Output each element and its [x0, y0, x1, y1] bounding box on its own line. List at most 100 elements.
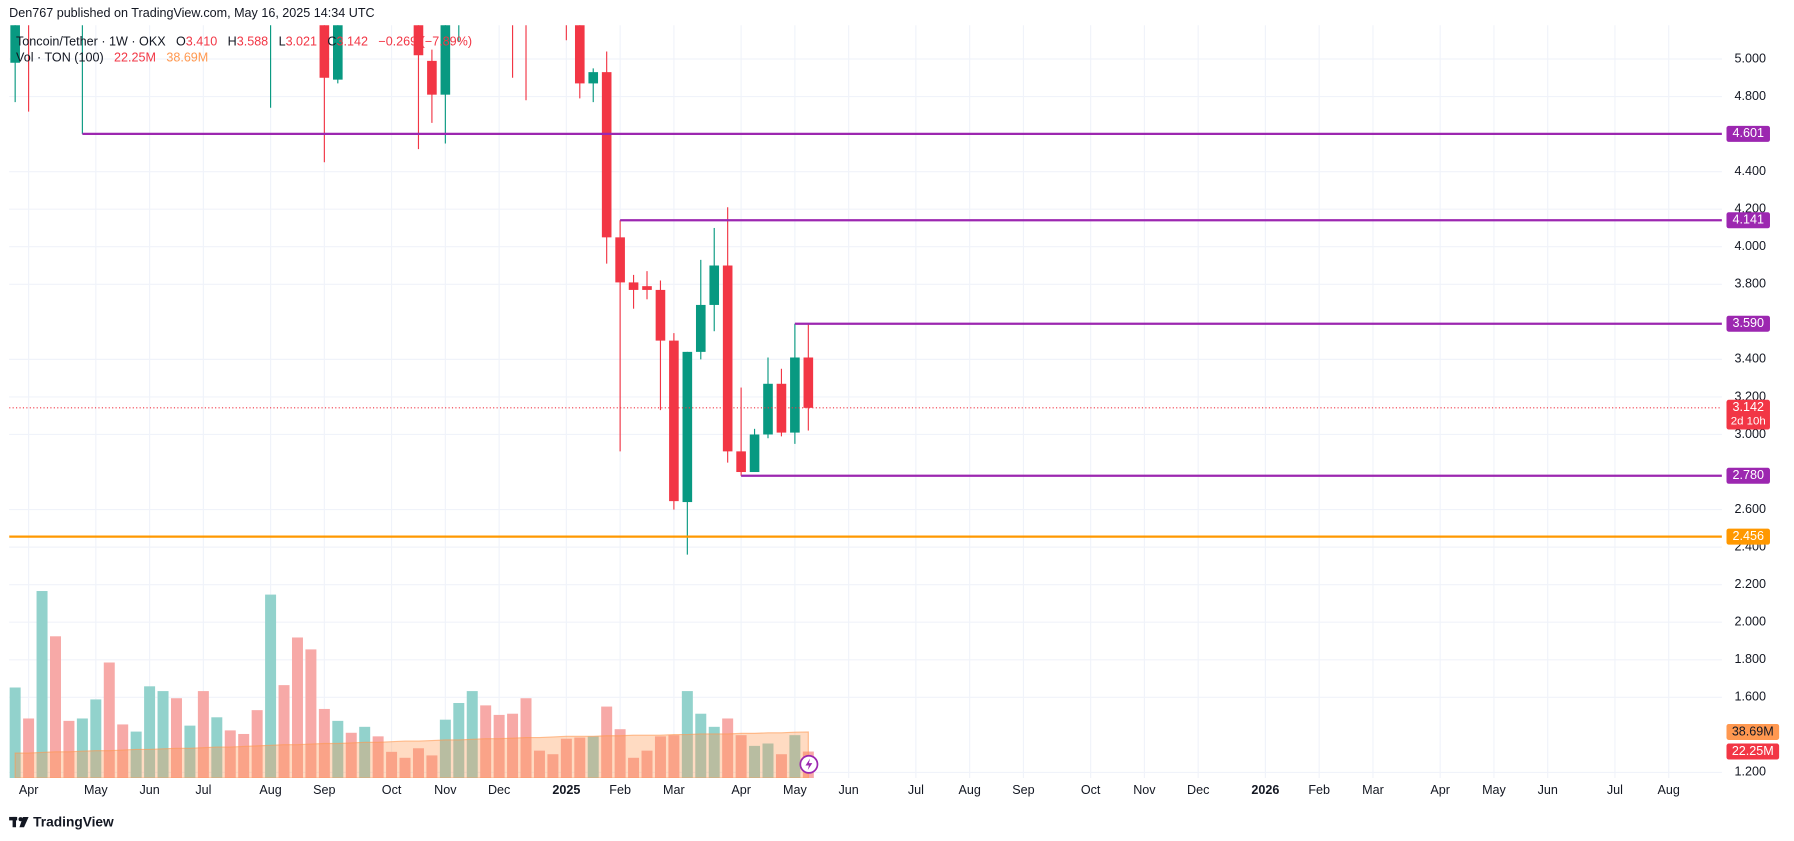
y-tick-label: 5.000 [1735, 51, 1766, 65]
volume-bar [722, 718, 734, 779]
current-price-bg [1726, 399, 1770, 430]
volume-bar [641, 750, 653, 779]
volume-bar [574, 737, 586, 779]
y-tick-label: 1.200 [1735, 765, 1766, 779]
volume-bar [197, 691, 209, 779]
y-tick-label: 2.600 [1735, 502, 1766, 516]
volume-bar [386, 751, 398, 779]
x-tick-label: Aug [958, 783, 980, 797]
volume-bar [654, 736, 666, 779]
x-tick-label: Sep [313, 783, 335, 797]
volume-bar [775, 754, 787, 779]
volume-label-bg [1726, 743, 1780, 760]
x-tick-label: Sep [1012, 783, 1034, 797]
x-tick-label: Jun [839, 783, 859, 797]
volume-bar [238, 733, 250, 779]
volume-bar [762, 743, 774, 779]
volume-bar [211, 717, 223, 779]
y-tick-label: 3.800 [1735, 277, 1766, 291]
x-tick-label: Dec [488, 783, 510, 797]
volume-ma-label: 38.69M [1732, 724, 1774, 738]
brand-logo [9, 816, 29, 828]
candle-body [588, 72, 599, 84]
candle-body [601, 72, 612, 238]
countdown-label: 2d 10h [1731, 416, 1766, 428]
volume-bar [157, 691, 169, 779]
x-tick-label: Nov [1133, 783, 1156, 797]
current-price-label: 3.142 [1732, 400, 1763, 414]
volume-bar [735, 735, 747, 779]
volume-bar [130, 731, 142, 779]
volume-ma-label-bg [1726, 723, 1780, 740]
volume-bar [224, 730, 236, 779]
candle-body [669, 340, 679, 502]
candle-body [10, 25, 20, 63]
volume-label: 22.25M [1732, 744, 1774, 758]
level-label-bg [1726, 125, 1770, 142]
volume-bar [305, 649, 317, 779]
x-tick-label: Mar [1362, 783, 1384, 797]
volume-bar [251, 710, 263, 779]
volume-bar [507, 713, 519, 779]
candle-body [574, 25, 585, 84]
alert-bolt [805, 758, 813, 771]
volume-ma-area [14, 731, 809, 779]
volume-bar [9, 687, 21, 779]
x-tick-label: May [84, 783, 108, 797]
volume-bar [466, 691, 478, 779]
candle-body [332, 25, 343, 80]
candle-body [682, 351, 693, 503]
volume-bar [372, 736, 384, 779]
ohlc-name: O [176, 35, 186, 49]
y-tick-label: 2.000 [1735, 615, 1766, 629]
x-tick-label: 2025 [552, 783, 580, 797]
candle-body [319, 25, 330, 78]
volume-bar [49, 636, 61, 779]
x-tick-label: Jun [1538, 783, 1558, 797]
volume-bar [453, 702, 465, 779]
candle-body [413, 25, 424, 56]
volume-bar [749, 745, 761, 779]
level-label-bg [1726, 467, 1770, 484]
volume-bar [144, 686, 156, 779]
volume-bar [36, 591, 48, 779]
volume-bar [117, 724, 129, 779]
volume-bar [547, 754, 559, 779]
x-tick-label: Oct [1081, 783, 1101, 797]
volume-bar [103, 662, 115, 779]
volume-bar [412, 748, 424, 779]
ohlc-name: H [228, 35, 237, 49]
ohlc-value: 3.142 [337, 35, 368, 49]
volume-bar [76, 718, 88, 779]
candle-body [790, 357, 800, 433]
volume-ma-value: 38.69M [166, 51, 208, 65]
logo-part [18, 817, 23, 822]
candle-body [763, 383, 773, 435]
candle-body [427, 60, 437, 95]
volume-bar [359, 726, 371, 779]
x-tick-label: May [783, 783, 807, 797]
candle-body [695, 304, 706, 352]
volume-bar [695, 713, 707, 779]
candle-body [736, 451, 746, 473]
volume-bar [480, 705, 492, 779]
volume-bar [265, 594, 277, 779]
alert-icon[interactable] [799, 754, 819, 774]
x-tick-label: Apr [1430, 783, 1450, 797]
candle-body [642, 286, 652, 290]
volume-bar [493, 714, 505, 779]
volume-value: 22.25M [114, 51, 156, 65]
candle-body [749, 434, 760, 473]
candle-body [709, 265, 720, 305]
y-tick-label: 2.200 [1735, 577, 1766, 591]
y-tick-label: 1.800 [1735, 652, 1766, 666]
x-tick-label: Aug [1658, 783, 1680, 797]
x-tick-label: Oct [382, 783, 402, 797]
candle-body [440, 25, 451, 95]
y-tick-label: 3.400 [1735, 352, 1766, 366]
x-tick-label: Apr [19, 783, 39, 797]
volume-bar [184, 725, 196, 779]
x-tick-label: Apr [731, 783, 751, 797]
ohlc-name: C [327, 35, 336, 49]
